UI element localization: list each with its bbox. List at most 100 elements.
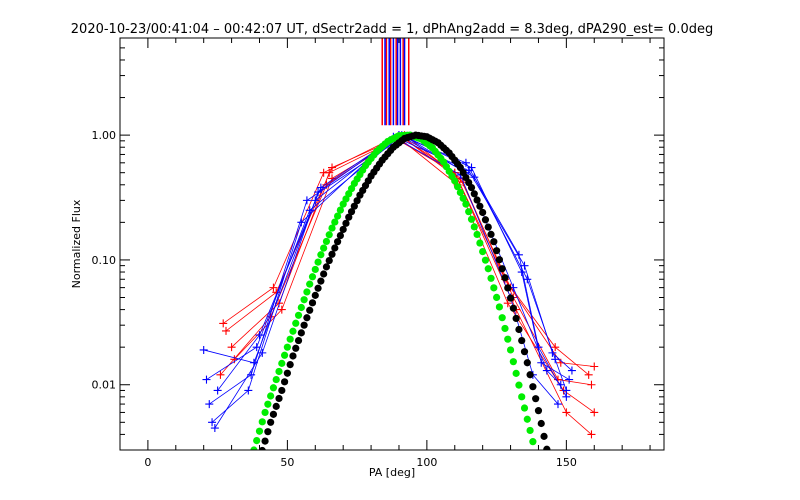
model-point <box>509 304 517 312</box>
model-point <box>518 393 526 401</box>
model-point <box>289 327 297 335</box>
model-point <box>520 404 529 412</box>
plot-frame <box>119 37 665 451</box>
model-point <box>320 244 328 252</box>
model-point <box>490 238 498 246</box>
x-tick-label: 150 <box>556 456 577 469</box>
data-point <box>305 206 314 215</box>
model-point <box>484 265 492 273</box>
model-point <box>498 265 506 273</box>
model-point <box>311 265 319 274</box>
data-point <box>202 375 211 384</box>
model-point <box>490 284 498 292</box>
model-point <box>532 450 539 457</box>
model-point <box>509 358 517 366</box>
model-point <box>286 360 294 369</box>
model-point <box>325 231 333 239</box>
model-point <box>495 303 504 311</box>
x-tick-label: 0 <box>144 456 151 469</box>
model-point <box>504 335 512 343</box>
model-point <box>308 299 317 307</box>
data-point <box>523 275 532 284</box>
model-point <box>303 314 311 322</box>
model-point <box>526 371 534 379</box>
model-point <box>331 218 339 226</box>
model-point <box>540 488 547 495</box>
model-point <box>515 325 523 334</box>
data-point <box>556 380 565 389</box>
model-point <box>534 407 543 415</box>
data-point <box>551 355 560 364</box>
model-point <box>451 177 459 185</box>
model-point <box>336 206 344 214</box>
model-point <box>523 415 531 423</box>
model-point <box>345 213 353 221</box>
axes: 0 50 100 150 0.01 0.10 1.00 <box>92 37 664 469</box>
model-point <box>300 296 308 304</box>
model-point <box>535 463 542 470</box>
series-line <box>206 134 570 380</box>
model-point <box>283 343 291 351</box>
model-point <box>325 256 333 265</box>
series-line <box>225 134 595 367</box>
data-point <box>470 173 479 182</box>
model-point <box>459 194 467 202</box>
data-point <box>587 380 596 389</box>
model-point <box>479 208 487 217</box>
model-point <box>546 458 553 465</box>
model-point <box>526 426 534 435</box>
model-point <box>540 432 548 440</box>
data-point <box>461 158 470 167</box>
model-point <box>481 216 490 224</box>
data-point <box>219 319 228 328</box>
data-point <box>205 400 214 409</box>
data-point <box>514 250 523 259</box>
data-point <box>208 418 217 427</box>
data-point <box>199 345 208 354</box>
model-point <box>292 319 300 327</box>
model-point <box>549 472 556 479</box>
model-point <box>250 446 258 450</box>
model-point <box>456 188 464 197</box>
model-point <box>261 408 269 417</box>
x-axis-label: PA [deg] <box>369 466 415 479</box>
model-point <box>501 324 509 333</box>
data-point <box>213 386 222 395</box>
model-point <box>311 291 319 299</box>
model-point <box>280 378 289 386</box>
model-point <box>272 375 280 384</box>
data-point <box>277 305 286 314</box>
model-point <box>322 237 331 246</box>
data-point <box>503 299 512 308</box>
model-point <box>283 369 291 377</box>
model-point <box>529 383 537 391</box>
model-point <box>255 427 264 435</box>
model-point <box>479 247 487 256</box>
model-point <box>512 314 520 323</box>
model-point <box>272 402 280 410</box>
model-point <box>275 367 283 376</box>
model-point <box>487 230 495 238</box>
model-point <box>336 231 344 240</box>
data-point <box>562 386 571 395</box>
model-point <box>294 336 303 345</box>
model-point <box>462 200 470 208</box>
model-point <box>537 419 545 428</box>
model-point <box>267 392 275 400</box>
data-point <box>325 168 334 177</box>
data-point <box>562 408 571 417</box>
data-point <box>210 424 219 433</box>
model-point <box>498 314 506 322</box>
data-point <box>297 218 306 227</box>
data-point <box>255 331 264 340</box>
model-point <box>470 223 478 231</box>
model-point <box>308 273 317 281</box>
model-point <box>538 475 545 482</box>
model-point <box>493 247 501 255</box>
data-point <box>269 283 278 292</box>
model-point <box>476 239 484 247</box>
model-point <box>520 348 529 356</box>
data-point <box>590 408 599 417</box>
model-point <box>347 208 356 216</box>
model-point <box>543 445 551 450</box>
